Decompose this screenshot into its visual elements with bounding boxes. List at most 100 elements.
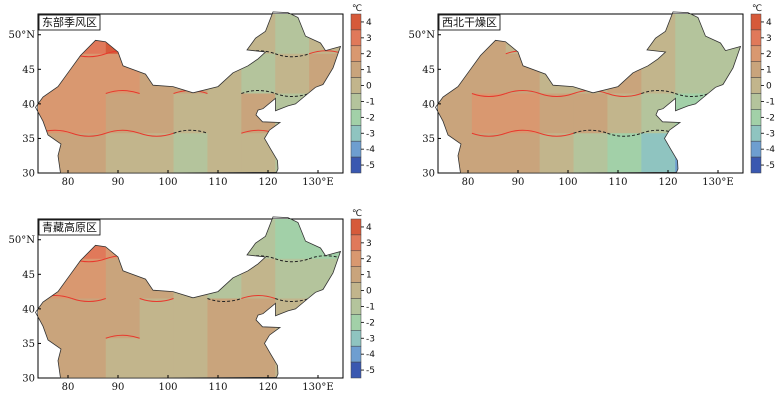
colorbar-segment xyxy=(350,125,362,142)
panel-northwest-arid: 80 90 100 110 120 130°E 30 35 40 45 50°N 西北干燥区 4 3 2 1 0… xyxy=(400,0,780,195)
contour-line xyxy=(539,132,574,137)
colorbar-label: 3 xyxy=(766,34,772,44)
x-tick-label: 90 xyxy=(512,177,525,188)
panel-tibetan-plateau: 80 90 100 110 120 130°E 30 35 40 45 50°N 青藏高原区 4 3 2 1 0… xyxy=(0,205,380,400)
colorbar-label: -4 xyxy=(366,145,375,155)
colorbar-label: -5 xyxy=(366,366,375,376)
region-label: 东部季风区 xyxy=(42,15,97,29)
y-tick-label: 50°N xyxy=(409,30,436,41)
colorbar-segment xyxy=(350,314,362,331)
heatmap-cell xyxy=(275,53,310,95)
heatmap-cell xyxy=(173,338,209,379)
colorbar-label: 2 xyxy=(766,50,772,60)
heatmap-cell xyxy=(139,338,175,379)
heatmap-cell xyxy=(71,93,107,134)
y-tick-label: 40 xyxy=(422,99,435,110)
x-tick-label: 80 xyxy=(462,177,475,188)
heatmap-cell xyxy=(505,93,541,134)
heatmap-cell xyxy=(105,93,141,134)
colorbar-label: -2 xyxy=(766,113,775,123)
colorbar-label: -3 xyxy=(366,334,375,344)
chart-tibetan-plateau: 80 90 100 110 120 130°E 30 35 40 45 50°N 青藏高原区 4 3 2 1 0… xyxy=(9,209,376,393)
region-label: 青藏高原区 xyxy=(42,220,97,234)
colorbar-label: 0 xyxy=(366,82,372,92)
colorbar-segment xyxy=(750,77,762,94)
colorbar-label: -1 xyxy=(766,97,775,107)
contour-line xyxy=(505,90,540,94)
contour-line xyxy=(573,129,608,134)
x-tick-label: 80 xyxy=(62,382,75,393)
y-tick-label: 30 xyxy=(22,374,35,385)
heatmap-cell xyxy=(207,133,242,174)
colorbar-segment xyxy=(350,282,362,299)
contour-line xyxy=(275,53,310,58)
y-tick-label: 45 xyxy=(22,270,35,281)
colorbar-label: -1 xyxy=(366,302,375,312)
colorbar-label: -4 xyxy=(766,145,775,155)
colorbar-label: 4 xyxy=(366,223,372,233)
colorbar-unit: ℃ xyxy=(352,4,362,14)
heatmap-cell xyxy=(173,133,209,174)
heatmap-cell xyxy=(105,298,141,339)
y-tick-label: 35 xyxy=(22,339,35,350)
heatmap-cell xyxy=(539,93,575,134)
colorbar-segment xyxy=(350,29,362,47)
region-label-box xyxy=(438,14,501,31)
colorbar-label: -5 xyxy=(766,161,775,171)
country-outline xyxy=(35,216,342,379)
colorbar-segment xyxy=(350,109,362,126)
contour-line xyxy=(607,93,642,97)
contour-line xyxy=(275,93,310,97)
colorbar-segment xyxy=(350,250,362,267)
x-tick-label: 130°E xyxy=(302,382,333,393)
chart-east-monsoon: 80 90 100 110 120 130°E 30 35 40 45 50°N 东部季风区 4 3 2 1 0… xyxy=(9,4,376,188)
heatmap-cell xyxy=(71,133,107,174)
heatmap-cell xyxy=(539,133,575,174)
colorbar-segment xyxy=(750,61,762,78)
contour-line xyxy=(675,93,710,97)
contour-line xyxy=(139,298,174,302)
region-label-box xyxy=(38,219,101,236)
x-tick-label: 100 xyxy=(158,177,177,188)
colorbar-segment xyxy=(350,140,362,158)
heatmap-cell xyxy=(71,298,107,339)
colorbar-segment xyxy=(350,345,362,363)
contour-line xyxy=(539,93,574,97)
y-tick-label: 30 xyxy=(22,169,35,180)
colorbar-segment xyxy=(350,234,362,252)
colorbar-segment xyxy=(350,13,362,31)
contour-line xyxy=(241,295,276,299)
colorbar-label: -3 xyxy=(366,129,375,139)
heatmap-cell xyxy=(471,53,507,95)
x-tick-label: 100 xyxy=(158,382,177,393)
colorbar-unit: ℃ xyxy=(752,4,762,14)
colorbar-label: -5 xyxy=(366,161,375,171)
colorbar-segment xyxy=(750,109,762,126)
y-tick-label: 45 xyxy=(422,65,435,76)
contour-line xyxy=(173,129,208,134)
x-tick-label: 90 xyxy=(112,382,125,393)
colorbar-segment xyxy=(350,266,362,283)
heatmap-cell xyxy=(139,133,175,174)
contour-line xyxy=(607,132,642,137)
contour-line xyxy=(71,132,106,137)
y-tick-label: 40 xyxy=(22,304,35,315)
heatmap-cell xyxy=(207,298,242,339)
contour-line xyxy=(641,90,676,94)
colorbar-label: 3 xyxy=(366,34,372,44)
y-tick-label: 40 xyxy=(22,99,35,110)
heatmap-cell xyxy=(607,93,642,134)
colorbar-label: -1 xyxy=(366,97,375,107)
region-label-box xyxy=(38,14,101,31)
x-tick-label: 100 xyxy=(558,177,577,188)
contour-line xyxy=(207,298,242,302)
colorbar-label: 4 xyxy=(366,18,372,28)
heatmap-cell xyxy=(71,338,107,379)
colorbar-label: 2 xyxy=(366,50,372,60)
y-tick-label: 45 xyxy=(22,65,35,76)
contour-line xyxy=(505,129,540,134)
colorbar-segment xyxy=(350,298,362,315)
colorbar-label: 2 xyxy=(366,255,372,265)
heatmap-cell xyxy=(207,338,242,379)
colorbar-segment xyxy=(350,330,362,347)
